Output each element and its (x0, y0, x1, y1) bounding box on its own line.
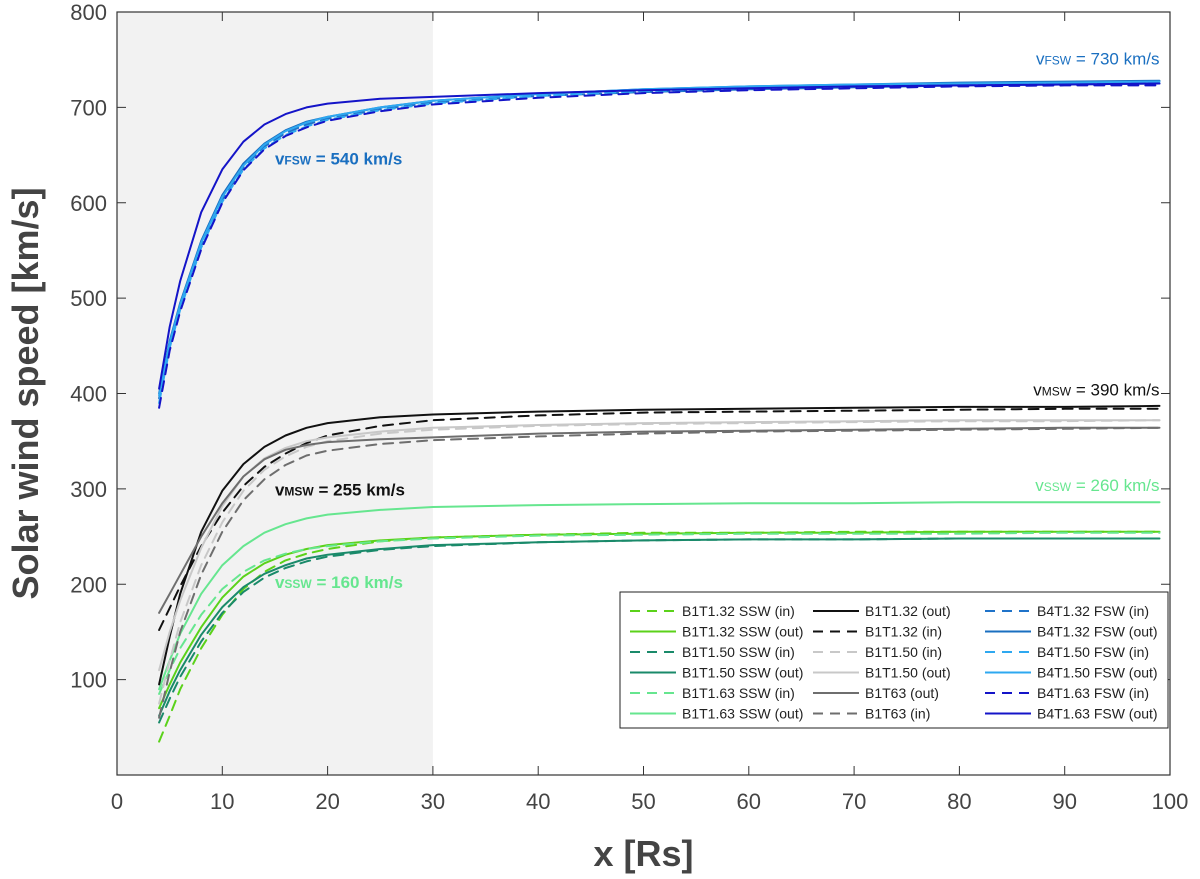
series-line-b1t63-out (158, 426, 1161, 614)
annotation-label: vSSW = 160 km/s (275, 573, 403, 592)
x-tick-label: 60 (737, 789, 761, 814)
y-tick-label: 600 (70, 191, 107, 216)
x-tick-label: 40 (526, 789, 550, 814)
x-tick-label: 80 (947, 789, 971, 814)
x-axis-title: x [Rs] (593, 833, 693, 874)
series-line-b1t1-50-out (158, 419, 1161, 672)
legend-entry-label: B1T63 (out) (865, 685, 939, 701)
legend-entry-label: B1T1.50 (out) (865, 665, 951, 681)
axis-ticks (116, 11, 1171, 775)
series-line-b1t1-32-out (158, 404, 1161, 686)
legend-entry-label: B1T63 (in) (865, 706, 930, 722)
series-line-b1t1-50-ssw-out (158, 537, 1161, 717)
legend-entry-label: B1T1.32 (in) (865, 624, 942, 640)
y-tick-label: 400 (70, 382, 107, 407)
x-tick-label: 90 (1052, 789, 1076, 814)
legend-entry-label: B1T1.50 (in) (865, 644, 942, 660)
series-line-b1t1-63-ssw-in (158, 531, 1161, 695)
legend-box (619, 591, 1169, 729)
legend-entry-label: B1T1.63 SSW (out) (682, 706, 803, 722)
x-tick-label: 0 (111, 789, 123, 814)
legend-entry-label: B1T1.63 SSW (in) (682, 685, 795, 701)
legend-entry-label: B1T1.50 SSW (in) (682, 644, 795, 660)
x-tick-label: 100 (1152, 789, 1189, 814)
legend-entry-label: B4T1.32 FSW (in) (1037, 603, 1149, 619)
series-line-b4t1-63-fsw-out (158, 82, 1161, 390)
series-line-b1t1-32-ssw-in (158, 530, 1161, 743)
y-tick-label: 800 (70, 0, 107, 25)
annotation-label: vMSW = 255 km/s (275, 481, 405, 500)
x-tick-label: 70 (842, 789, 866, 814)
tick-labels: 0 10 20 30 40 50 60 70 80 90 100 100 200 300 400 500 600… (70, 0, 1188, 814)
annotation-label: vFSW = 540 km/s (275, 150, 402, 169)
x-tick-label: 20 (315, 789, 339, 814)
plot-frame (116, 11, 1171, 776)
y-tick-label: 300 (70, 477, 107, 502)
series-line-b4t1-50-fsw-out (158, 80, 1161, 397)
annotations: vFSW = 730 km/s vFSW = 540 km/s vMSW = 390… (275, 49, 1160, 592)
annotation-label: vMSW = 390 km/s (1033, 380, 1159, 399)
legend-entry-label: B1T1.32 SSW (out) (682, 624, 803, 640)
x-tick-label: 50 (631, 789, 655, 814)
series-line-b1t1-50-ssw-in (158, 537, 1161, 724)
y-tick-label: 700 (70, 95, 107, 120)
legend-entry-label: B4T1.63 FSW (out) (1037, 706, 1158, 722)
x-tick-label: 30 (421, 789, 445, 814)
annotation-label: vFSW = 730 km/s (1036, 49, 1160, 68)
x-tick-label: 10 (210, 789, 234, 814)
legend: B1T1.32 SSW (in) B1T1.32 SSW (out) B1T1.50… (619, 591, 1169, 729)
series-lines (158, 79, 1161, 743)
y-axis-title: Solar wind speed [km/s] (5, 187, 46, 599)
y-tick-label: 500 (70, 286, 107, 311)
legend-entry-label: B1T1.32 (out) (865, 603, 951, 619)
series-line-b1t1-63-ssw-out (158, 501, 1161, 691)
legend-entry-label: B1T1.50 SSW (out) (682, 665, 803, 681)
y-tick-label: 200 (70, 572, 107, 597)
annotation-label: vSSW = 260 km/s (1035, 476, 1159, 495)
legend-entry-label: B4T1.50 FSW (out) (1037, 665, 1158, 681)
y-tick-label: 100 (70, 668, 107, 693)
series-line-b4t1-50-fsw-in (158, 81, 1161, 404)
legend-entry-label: B4T1.63 FSW (in) (1037, 685, 1149, 701)
legend-entry-label: B4T1.50 FSW (in) (1037, 644, 1149, 660)
legend-entry-label: B1T1.32 SSW (in) (682, 603, 795, 619)
legend-entry-label: B4T1.32 FSW (out) (1037, 624, 1158, 640)
